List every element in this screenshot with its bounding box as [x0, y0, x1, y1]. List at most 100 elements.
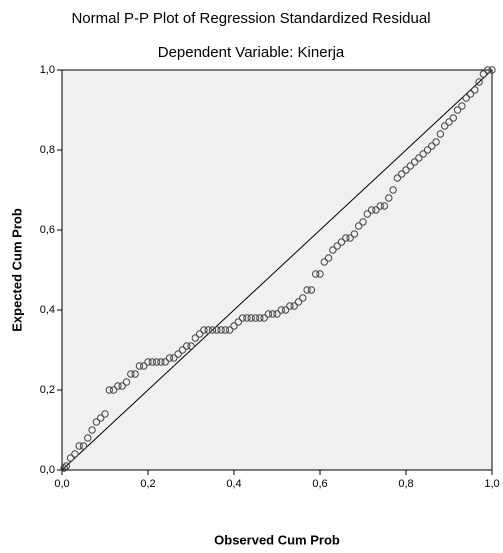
point	[320, 258, 328, 266]
point	[92, 418, 101, 426]
point	[419, 150, 427, 158]
point	[316, 270, 324, 278]
point	[105, 386, 114, 394]
point	[471, 86, 479, 94]
point	[406, 162, 414, 170]
point	[303, 286, 311, 294]
point	[307, 286, 316, 294]
point	[260, 314, 268, 322]
point	[337, 238, 346, 246]
point	[60, 464, 68, 472]
point	[213, 326, 221, 334]
point	[393, 174, 402, 182]
point	[346, 234, 354, 242]
chart-title: Normal P-P Plot of Regression Standardiz…	[71, 10, 430, 27]
x-tick-label: 0,2	[140, 478, 155, 490]
point	[170, 354, 178, 362]
point	[88, 426, 96, 434]
point	[350, 230, 359, 238]
y-axis-label: Expected Cum Prob	[9, 208, 24, 332]
point	[479, 70, 488, 78]
point	[277, 306, 285, 314]
point	[423, 146, 432, 154]
point	[144, 358, 152, 366]
x-tick-label: 0,6	[312, 478, 327, 490]
point	[372, 206, 380, 214]
point	[385, 194, 393, 202]
point	[410, 158, 419, 166]
point	[148, 358, 157, 366]
point	[466, 90, 475, 98]
point	[376, 202, 384, 210]
point	[75, 442, 83, 450]
point	[312, 270, 320, 278]
point	[122, 378, 131, 386]
point	[367, 206, 376, 214]
point	[191, 334, 200, 342]
point	[436, 130, 445, 138]
x-tick-label: 0,4	[226, 478, 241, 490]
point	[204, 326, 212, 334]
point	[398, 170, 406, 178]
point	[62, 462, 71, 470]
point	[157, 358, 165, 366]
point	[359, 218, 367, 226]
point	[109, 386, 118, 394]
y-tick-label: 0,8	[40, 144, 55, 156]
point	[101, 410, 109, 418]
point	[178, 346, 187, 354]
point	[256, 314, 264, 322]
point	[71, 450, 79, 458]
point	[118, 382, 126, 390]
point	[66, 454, 75, 462]
point	[458, 102, 466, 110]
point	[475, 78, 483, 86]
point	[269, 310, 277, 318]
point	[238, 314, 247, 322]
point	[161, 358, 169, 366]
point	[183, 342, 191, 350]
point	[131, 370, 139, 378]
point	[484, 66, 492, 74]
point	[462, 94, 470, 102]
point	[247, 314, 255, 322]
point	[243, 314, 251, 322]
point	[286, 302, 294, 310]
point	[389, 186, 397, 194]
point	[221, 326, 230, 334]
point	[79, 442, 88, 450]
y-tick-label: 0,0	[40, 464, 55, 476]
point	[453, 106, 462, 114]
point	[195, 330, 204, 338]
point	[84, 434, 92, 442]
point	[299, 294, 307, 302]
point	[226, 326, 234, 334]
x-tick-label: 0,8	[398, 478, 413, 490]
point	[230, 322, 238, 330]
point	[152, 358, 161, 366]
y-tick-label: 0,6	[40, 224, 55, 236]
point	[290, 302, 298, 310]
point	[355, 222, 363, 230]
y-tick-label: 0,2	[40, 384, 55, 396]
point	[324, 254, 333, 262]
point	[127, 370, 135, 378]
point	[281, 306, 290, 314]
point	[415, 154, 423, 162]
point	[187, 342, 195, 350]
point	[363, 210, 371, 218]
point	[402, 166, 410, 174]
x-tick-label: 0,0	[54, 478, 69, 490]
reference-line	[61, 69, 493, 471]
point	[488, 66, 496, 74]
point	[165, 354, 174, 362]
point	[114, 382, 122, 390]
point	[264, 310, 273, 318]
point	[428, 142, 436, 150]
chart-subtitle: Dependent Variable: Kinerja	[158, 44, 345, 61]
point	[217, 326, 225, 334]
point	[342, 234, 350, 242]
point	[140, 362, 148, 370]
y-tick-label: 0,4	[40, 304, 55, 316]
